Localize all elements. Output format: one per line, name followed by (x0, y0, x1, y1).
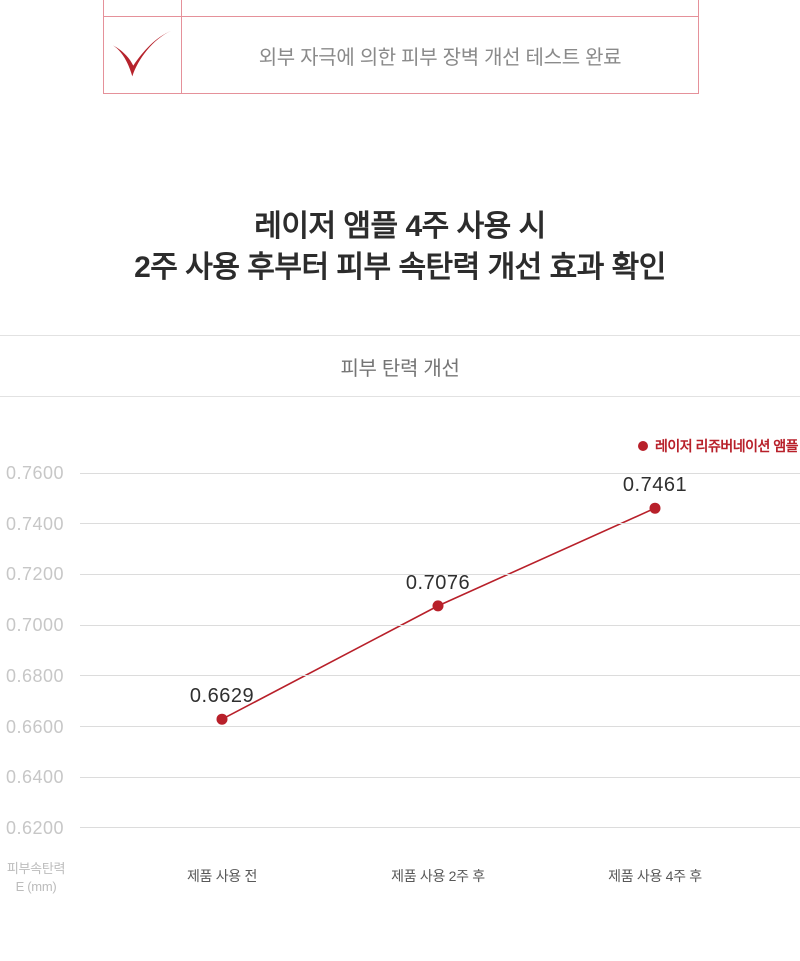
y-axis-caption-line1: 피부속탄력 (6, 861, 66, 876)
gridline (80, 523, 800, 525)
y-axis-tick-label: 0.7600 (5, 463, 64, 483)
y-axis-tick-label: 0.7000 (5, 615, 64, 636)
gridline (80, 827, 800, 829)
table-border-left (103, 0, 104, 94)
chart-title: 피부 탄력 개선 (340, 357, 460, 380)
y-axis-caption: 피부속탄력 E (mm) (0, 860, 72, 896)
chart-legend: 레이저 리쥬버네이션 앰플 (638, 436, 798, 456)
x-axis-category-label: 제품 사용 전 (186, 868, 258, 884)
x-axis-category-label: 제품 사용 4주 후 (608, 868, 702, 884)
section-heading: 레이저 앰플 4주 사용 시 2주 사용 후부터 피부 속탄력 개선 효과 확인 (0, 206, 800, 288)
data-point-label: 0.7076 (405, 571, 471, 594)
table-border-bottom (103, 93, 699, 94)
data-point (216, 713, 228, 725)
y-axis-caption-line2: E (mm) (15, 879, 57, 894)
y-axis-tick-label: 0.6400 (5, 767, 64, 788)
x-axis-category-label: 제품 사용 2주 후 (391, 868, 485, 884)
legend-dot-icon (638, 441, 649, 451)
data-point-label: 0.6629 (189, 685, 255, 708)
gridline (80, 726, 800, 728)
checklist-item-label: 외부 자극에 의한 피부 장벽 개선 테스트 완료 (258, 46, 622, 69)
divider-bottom (0, 396, 800, 397)
gridline (80, 472, 800, 474)
y-axis-tick-label: 0.7200 (5, 564, 64, 585)
data-point (649, 502, 661, 514)
y-axis-tick-label: 0.7400 (5, 513, 64, 534)
gridline (80, 573, 800, 575)
section-heading-line2: 2주 사용 후부터 피부 속탄력 개선 효과 확인 (134, 251, 666, 284)
y-axis-tick-label: 0.6200 (5, 817, 64, 838)
y-axis-tick-label: 0.6800 (5, 665, 64, 686)
table-cell-divider (181, 0, 182, 94)
series-line (221, 507, 656, 720)
table-border-right (698, 0, 699, 94)
data-point (432, 600, 444, 612)
gridline (80, 776, 800, 778)
divider-top (0, 335, 800, 336)
section-heading-line1: 레이저 앰플 4주 사용 시 (254, 210, 546, 243)
legend-series-label: 레이저 리쥬버네이션 앰플 (655, 438, 798, 454)
table-row-divider (103, 16, 699, 17)
gridline (80, 675, 800, 677)
y-axis-tick-label: 0.6600 (5, 716, 64, 737)
data-point-label: 0.7461 (622, 474, 688, 497)
gridline (80, 624, 800, 626)
